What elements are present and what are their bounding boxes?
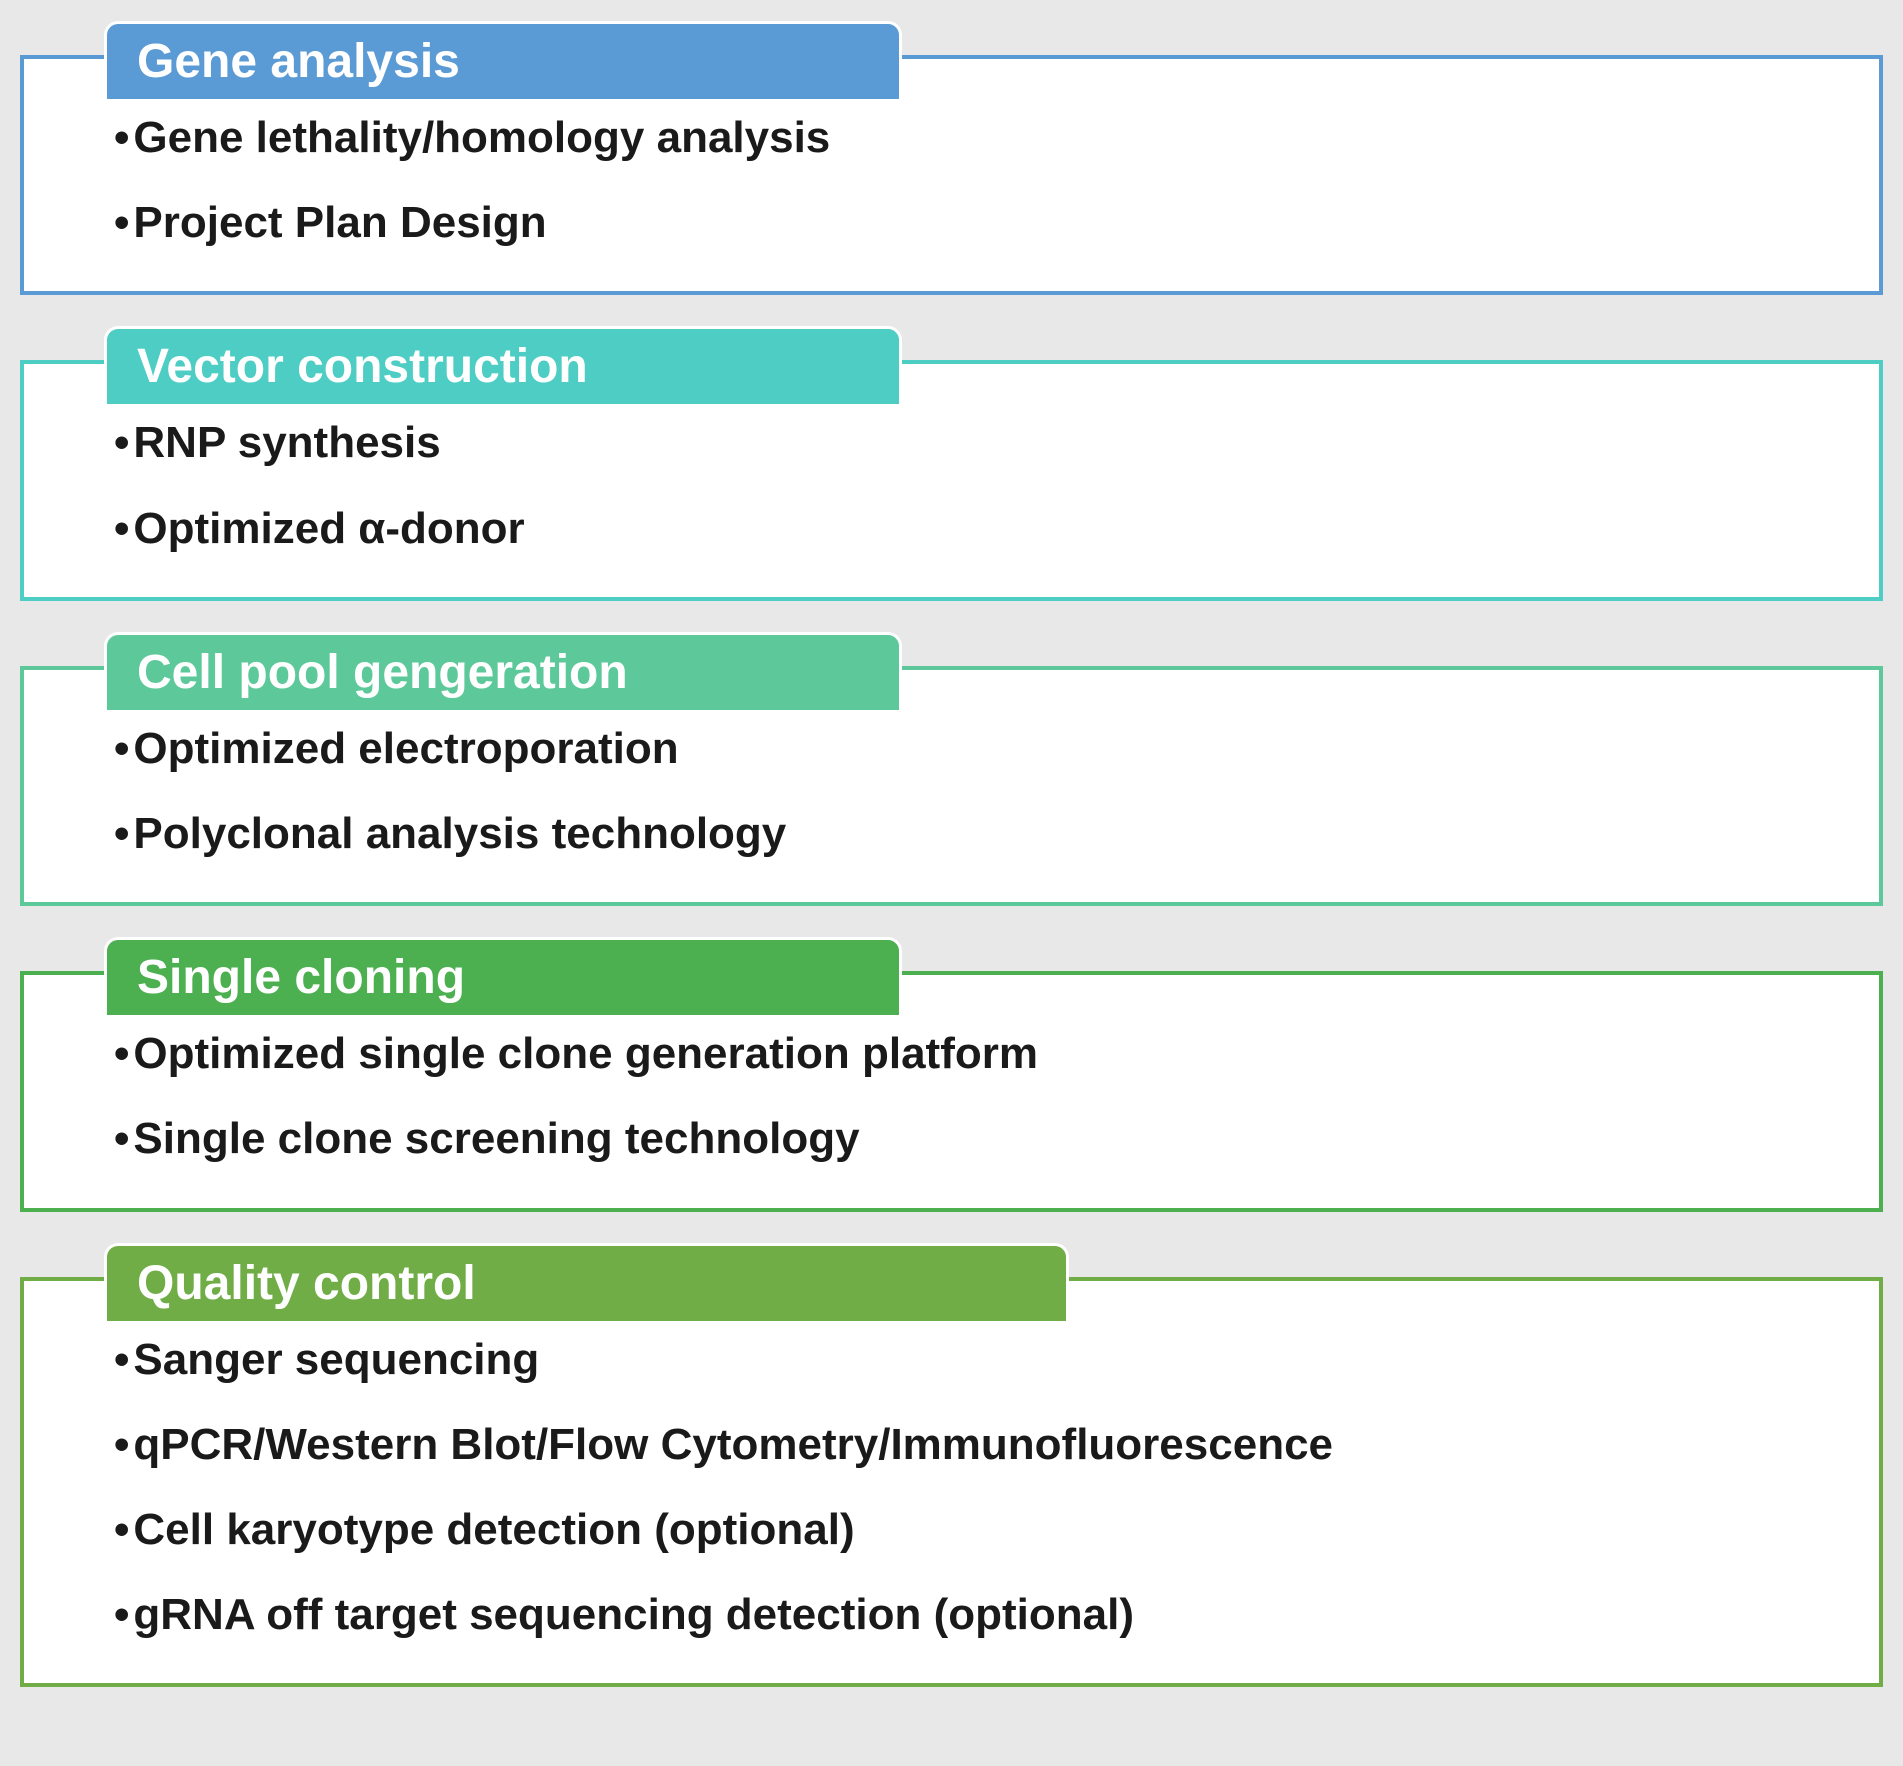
bullet-item: Gene lethality/homology analysis — [114, 109, 1819, 166]
bullet-text: Optimized single clone generation platfo… — [133, 1029, 1038, 1078]
section-header: Gene analysis — [104, 21, 902, 99]
bullet-text: Single clone screening technology — [133, 1114, 859, 1163]
section-header: Quality control — [104, 1243, 1069, 1321]
bullet-text: qPCR/Western Blot/Flow Cytometry/Immunof… — [133, 1420, 1333, 1469]
section-title: Gene analysis — [137, 35, 460, 88]
bullet-text: Sanger sequencing — [133, 1335, 539, 1384]
section-quality-control: Quality control Sanger sequencing qPCR/W… — [20, 1277, 1883, 1688]
section-vector-construction: Vector construction RNP synthesis Optimi… — [20, 360, 1883, 600]
section-header: Cell pool gengeration — [104, 632, 902, 710]
bullet-item: qPCR/Western Blot/Flow Cytometry/Immunof… — [114, 1416, 1819, 1473]
bullet-item: Cell karyotype detection (optional) — [114, 1501, 1819, 1558]
section-cell-pool: Cell pool gengeration Optimized electrop… — [20, 666, 1883, 906]
bullet-item: Polyclonal analysis technology — [114, 805, 1819, 862]
bullet-text: RNP synthesis — [133, 418, 440, 467]
section-single-cloning: Single cloning Optimized single clone ge… — [20, 971, 1883, 1211]
bullet-text: Gene lethality/homology analysis — [133, 113, 830, 162]
section-title: Single cloning — [137, 951, 465, 1004]
bullet-text: gRNA off target sequencing detection (op… — [133, 1590, 1134, 1639]
bullet-item: Project Plan Design — [114, 194, 1819, 251]
bullet-text: Cell karyotype detection (optional) — [133, 1505, 854, 1554]
bullet-text: Project Plan Design — [133, 198, 546, 247]
bullet-item: Sanger sequencing — [114, 1331, 1819, 1388]
bullet-text: Polyclonal analysis technology — [133, 809, 786, 858]
bullet-item: RNP synthesis — [114, 414, 1819, 471]
section-header: Single cloning — [104, 937, 902, 1015]
bullet-item: Optimized single clone generation platfo… — [114, 1025, 1819, 1082]
section-title: Quality control — [137, 1257, 476, 1310]
bullet-item: Single clone screening technology — [114, 1110, 1819, 1167]
bullet-text: Optimized electroporation — [133, 724, 678, 773]
bullet-item: Optimized electroporation — [114, 720, 1819, 777]
section-title: Vector construction — [137, 340, 588, 393]
section-content: Sanger sequencing qPCR/Western Blot/Flow… — [24, 1281, 1879, 1684]
section-gene-analysis: Gene analysis Gene lethality/homology an… — [20, 55, 1883, 295]
section-header: Vector construction — [104, 326, 902, 404]
bullet-text: Optimized α-donor — [133, 504, 524, 553]
bullet-item: Optimized α-donor — [114, 500, 1819, 557]
bullet-item: gRNA off target sequencing detection (op… — [114, 1586, 1819, 1643]
section-title: Cell pool gengeration — [137, 646, 628, 699]
